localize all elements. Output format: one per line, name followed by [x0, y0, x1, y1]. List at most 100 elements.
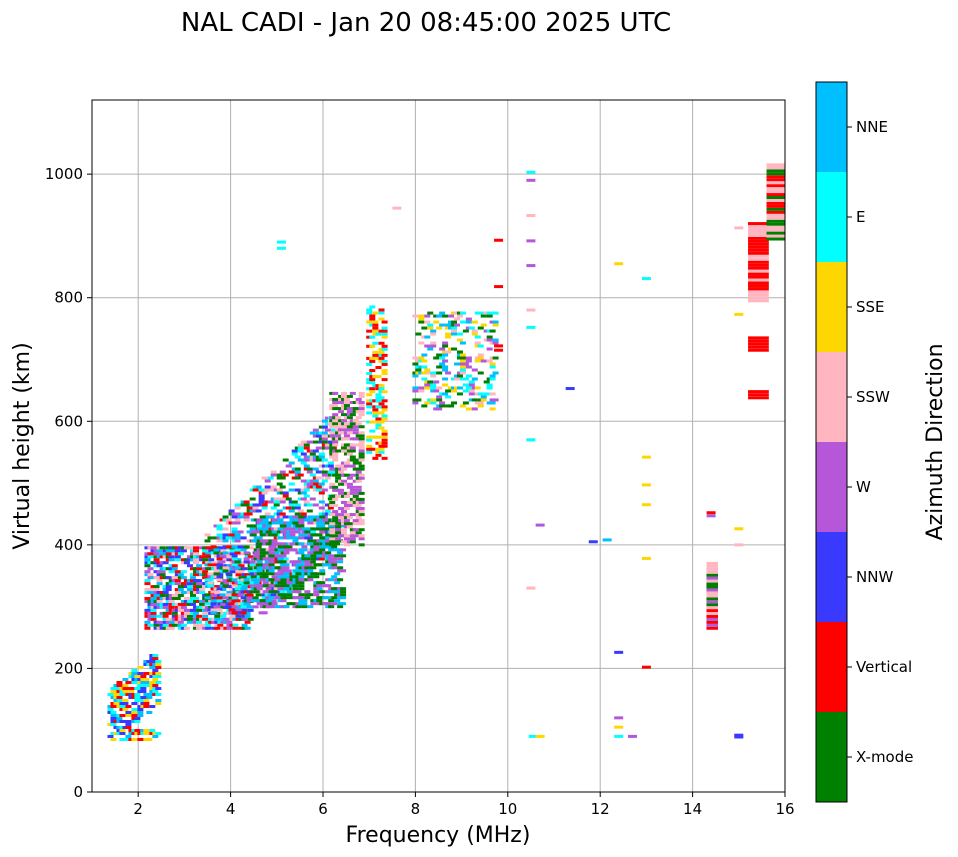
data-point [131, 669, 138, 673]
data-point [355, 488, 362, 492]
data-point [325, 596, 332, 600]
data-point [202, 626, 209, 630]
data-point [144, 620, 151, 624]
data-point [226, 558, 233, 562]
data-point [340, 593, 347, 597]
data-point [199, 573, 206, 577]
data-point [171, 576, 178, 580]
data-point [156, 564, 163, 568]
data-point [189, 611, 196, 615]
data-point [276, 246, 286, 250]
data-point [213, 563, 220, 567]
data-point [324, 446, 331, 450]
data-point [748, 293, 769, 297]
data-point [332, 534, 339, 538]
data-point [442, 341, 449, 345]
data-point [243, 581, 250, 585]
data-point [319, 581, 326, 585]
data-point [279, 491, 286, 495]
data-point [312, 440, 319, 444]
data-point [223, 582, 230, 586]
data-point [318, 512, 325, 516]
data-point [174, 602, 181, 606]
data-point [274, 596, 281, 600]
data-point [265, 587, 272, 591]
data-point [341, 510, 347, 514]
data-point [324, 416, 331, 420]
data-point [128, 687, 135, 691]
data-point [255, 485, 262, 489]
data-point [152, 669, 159, 673]
data-point [448, 404, 455, 408]
data-point [381, 378, 388, 382]
data-point [147, 561, 154, 565]
data-point [641, 483, 651, 487]
data-point [294, 446, 301, 450]
data-point [451, 320, 458, 324]
data-point [366, 320, 373, 324]
data-point [213, 536, 220, 540]
data-point [234, 539, 241, 543]
data-point [369, 344, 376, 348]
data-point [143, 681, 150, 685]
data-point [766, 207, 785, 211]
data-point [159, 596, 166, 600]
data-point [341, 391, 347, 395]
data-point [321, 425, 328, 429]
x-tick-label: 4 [226, 800, 236, 818]
data-point [331, 557, 338, 561]
data-point [196, 591, 203, 595]
data-point [324, 443, 331, 447]
data-point [424, 368, 431, 372]
data-point [442, 344, 449, 348]
data-point [220, 579, 227, 583]
data-point [171, 617, 178, 621]
data-point [211, 593, 218, 597]
data-point [249, 497, 256, 501]
data-point [267, 593, 274, 597]
data-point [249, 509, 256, 513]
data-point [418, 356, 425, 360]
data-point [298, 584, 305, 588]
data-point [265, 542, 272, 546]
data-point [325, 521, 332, 525]
colorbar-segment [816, 172, 847, 262]
data-point [366, 444, 373, 448]
data-point [332, 401, 339, 405]
data-point [285, 569, 292, 573]
data-point [442, 392, 449, 396]
data-point [321, 470, 328, 474]
data-point [128, 690, 135, 694]
data-point [451, 326, 458, 330]
data-point [304, 596, 311, 600]
data-point [315, 455, 322, 459]
data-point [430, 398, 437, 402]
data-point [301, 545, 308, 549]
data-point [264, 554, 271, 558]
data-point [268, 563, 275, 567]
data-point [427, 380, 434, 384]
data-point [247, 608, 254, 612]
data-point [147, 599, 154, 603]
data-point [168, 579, 175, 583]
data-point [156, 546, 163, 550]
data-point [162, 602, 169, 606]
data-point [255, 593, 262, 597]
data-point [641, 277, 651, 281]
data-point [494, 285, 504, 289]
data-point [291, 476, 298, 480]
data-point [430, 383, 437, 387]
data-point [375, 423, 382, 427]
data-point [231, 584, 238, 588]
data-point [125, 704, 132, 708]
data-point [168, 558, 175, 562]
data-point [294, 503, 301, 507]
data-point [186, 588, 193, 592]
data-point [706, 600, 719, 604]
data-point [321, 419, 328, 423]
data-point [223, 626, 230, 630]
data-point [174, 620, 181, 624]
data-point [494, 238, 504, 242]
data-point [283, 548, 290, 552]
data-point [766, 181, 785, 185]
